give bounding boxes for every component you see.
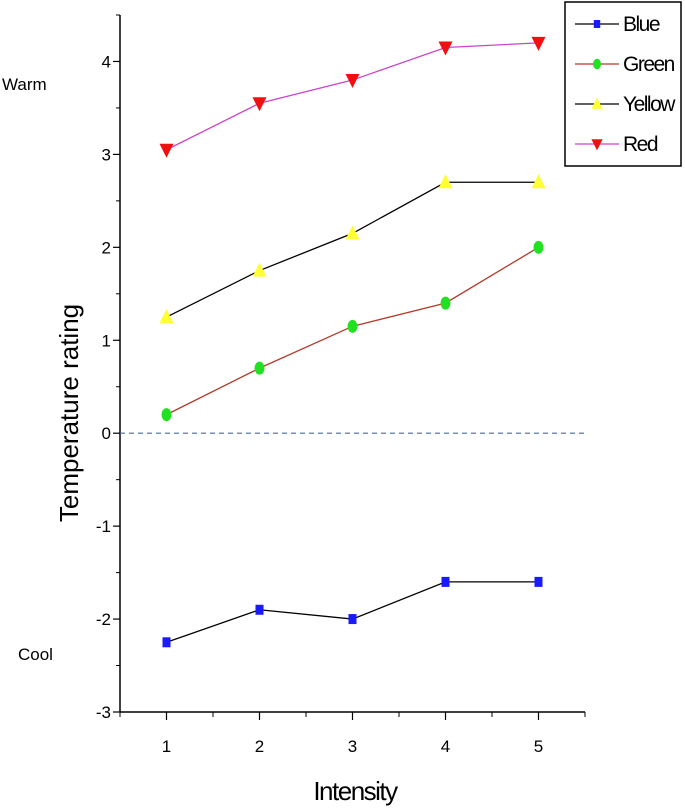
series-blue — [162, 576, 543, 648]
legend-marker-green — [593, 58, 601, 70]
x-tick-label: 3 — [348, 737, 357, 756]
y-tick-label: 4 — [102, 52, 111, 71]
data-point-red — [438, 41, 453, 56]
legend-item-green: Green — [575, 53, 676, 76]
data-point-red — [345, 74, 360, 89]
y-tick-label: 2 — [102, 238, 111, 257]
data-point-red — [159, 143, 174, 158]
data-point-green — [161, 408, 172, 422]
legend-item-red: Red — [575, 133, 659, 156]
series-green — [161, 240, 544, 422]
series-red — [159, 36, 546, 158]
series-line-red — [166, 42, 539, 151]
data-point-blue — [255, 604, 264, 615]
legend-label-yellow: Yellow — [623, 93, 676, 116]
data-point-yellow — [159, 309, 174, 324]
data-point-yellow — [438, 174, 453, 189]
series-layer — [159, 36, 546, 648]
data-point-green — [347, 319, 358, 333]
data-point-red — [531, 36, 546, 51]
cool-annotation: Cool — [18, 645, 53, 664]
warm-annotation: Warm — [2, 75, 47, 94]
chart-axes: -3 -2 -1 0 1 2 3 4 1 2 3 4 5 — [96, 14, 586, 756]
legend-label-red: Red — [623, 133, 658, 156]
legend-item-yellow: Yellow — [575, 93, 678, 116]
data-point-blue — [348, 614, 357, 625]
y-axis-title: Temperature rating — [54, 304, 84, 522]
series-line-yellow — [166, 181, 539, 318]
x-tick-label: 4 — [441, 737, 450, 756]
data-point-yellow — [345, 225, 360, 240]
data-point-green — [254, 361, 265, 375]
data-point-blue — [441, 576, 450, 587]
legend-marker-yellow — [591, 97, 603, 109]
data-point-yellow — [531, 174, 546, 189]
y-tick-label: 3 — [102, 145, 111, 164]
data-point-blue — [162, 637, 171, 648]
x-tick-label: 5 — [534, 737, 543, 756]
legend-label-blue: Blue — [623, 13, 660, 36]
y-tick-label: 1 — [102, 331, 111, 350]
data-point-red — [252, 97, 267, 112]
series-yellow — [159, 174, 546, 324]
data-point-yellow — [252, 262, 267, 277]
data-point-green — [533, 240, 544, 254]
y-tick-label: -1 — [96, 517, 111, 536]
legend-box — [564, 1, 682, 167]
y-tick-label: -3 — [96, 703, 111, 722]
legend-label-green: Green — [623, 53, 675, 76]
data-point-green — [440, 296, 451, 310]
data-point-blue — [534, 576, 543, 587]
series-line-blue — [166, 581, 539, 643]
x-tick-label: 1 — [162, 737, 171, 756]
legend: Blue Green Yellow Red — [564, 1, 682, 167]
y-tick-label: 0 — [102, 424, 111, 443]
legend-item-blue: Blue — [575, 13, 661, 36]
x-axis-title: Intensity — [313, 776, 398, 806]
x-tick-label: 2 — [255, 737, 264, 756]
legend-marker-red — [591, 139, 603, 151]
legend-marker-blue — [593, 20, 601, 28]
y-tick-label: -2 — [96, 610, 111, 629]
